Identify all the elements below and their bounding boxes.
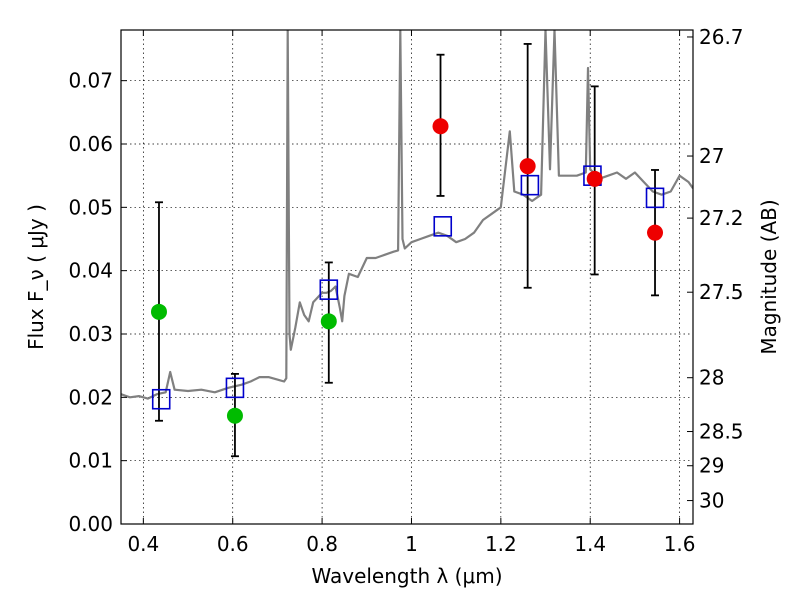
x-tick-label-2: 0.8	[306, 532, 338, 556]
spectrum-line	[121, 30, 693, 400]
y-tick-label-0: 0.00	[68, 512, 113, 536]
right-tick-label-4: 28	[699, 366, 724, 390]
model-square-4	[520, 174, 540, 196]
right-tick-label-2: 27.2	[699, 206, 744, 230]
plot-area	[121, 30, 693, 458]
y-tick-label-3: 0.03	[68, 322, 113, 346]
right-tick-label-1: 27	[699, 144, 724, 168]
red-point-0	[432, 118, 449, 135]
right-tick-label-7: 30	[699, 489, 724, 513]
green-point-0	[150, 303, 167, 320]
right-tick-label-0: 26.7	[699, 25, 744, 49]
axis-ticks	[121, 30, 693, 525]
x-axis-title: Wavelength λ (μm)	[311, 564, 502, 588]
green-point-2	[320, 313, 337, 330]
y-tick-label-1: 0.01	[68, 449, 113, 473]
model-square-6	[645, 187, 665, 209]
model-square-1	[225, 377, 245, 399]
y-axis-title: Flux F_ν ( μJy )	[24, 204, 48, 350]
x-tick-label-1: 0.6	[217, 532, 249, 556]
model-square-0	[151, 388, 171, 410]
model-square-3	[433, 216, 453, 237]
model-square-2	[319, 279, 339, 300]
y-tick-label-7: 0.07	[68, 69, 113, 93]
right-tick-label-3: 27.5	[699, 280, 744, 304]
y-tick-label-4: 0.04	[68, 259, 113, 283]
x-tick-label-3: 1	[405, 532, 418, 556]
red-point-3	[647, 224, 664, 241]
x-tick-label-0: 0.4	[127, 532, 159, 556]
right-tick-label-5: 28.5	[699, 420, 744, 444]
x-tick-label-5: 1.4	[574, 532, 606, 556]
red-point-2	[586, 170, 603, 187]
axis-tick-labels: 0.4 0.6 0.8 1 1.2 1.4 1.6 0.00 0.01 0.02 0.03 0.04 0…	[68, 25, 743, 556]
green-point-1	[226, 407, 243, 424]
red-point-1	[519, 158, 536, 175]
right-tick-label-6: 29	[699, 454, 724, 478]
y-tick-label-6: 0.06	[68, 132, 113, 156]
y-tick-label-5: 0.05	[68, 195, 113, 219]
plot-frame	[120, 29, 694, 525]
y-axis-right-title: Magnitude (AB)	[757, 199, 781, 354]
y-tick-label-2: 0.02	[68, 385, 113, 409]
x-tick-label-4: 1.2	[485, 532, 517, 556]
x-tick-label-6: 1.6	[664, 532, 696, 556]
